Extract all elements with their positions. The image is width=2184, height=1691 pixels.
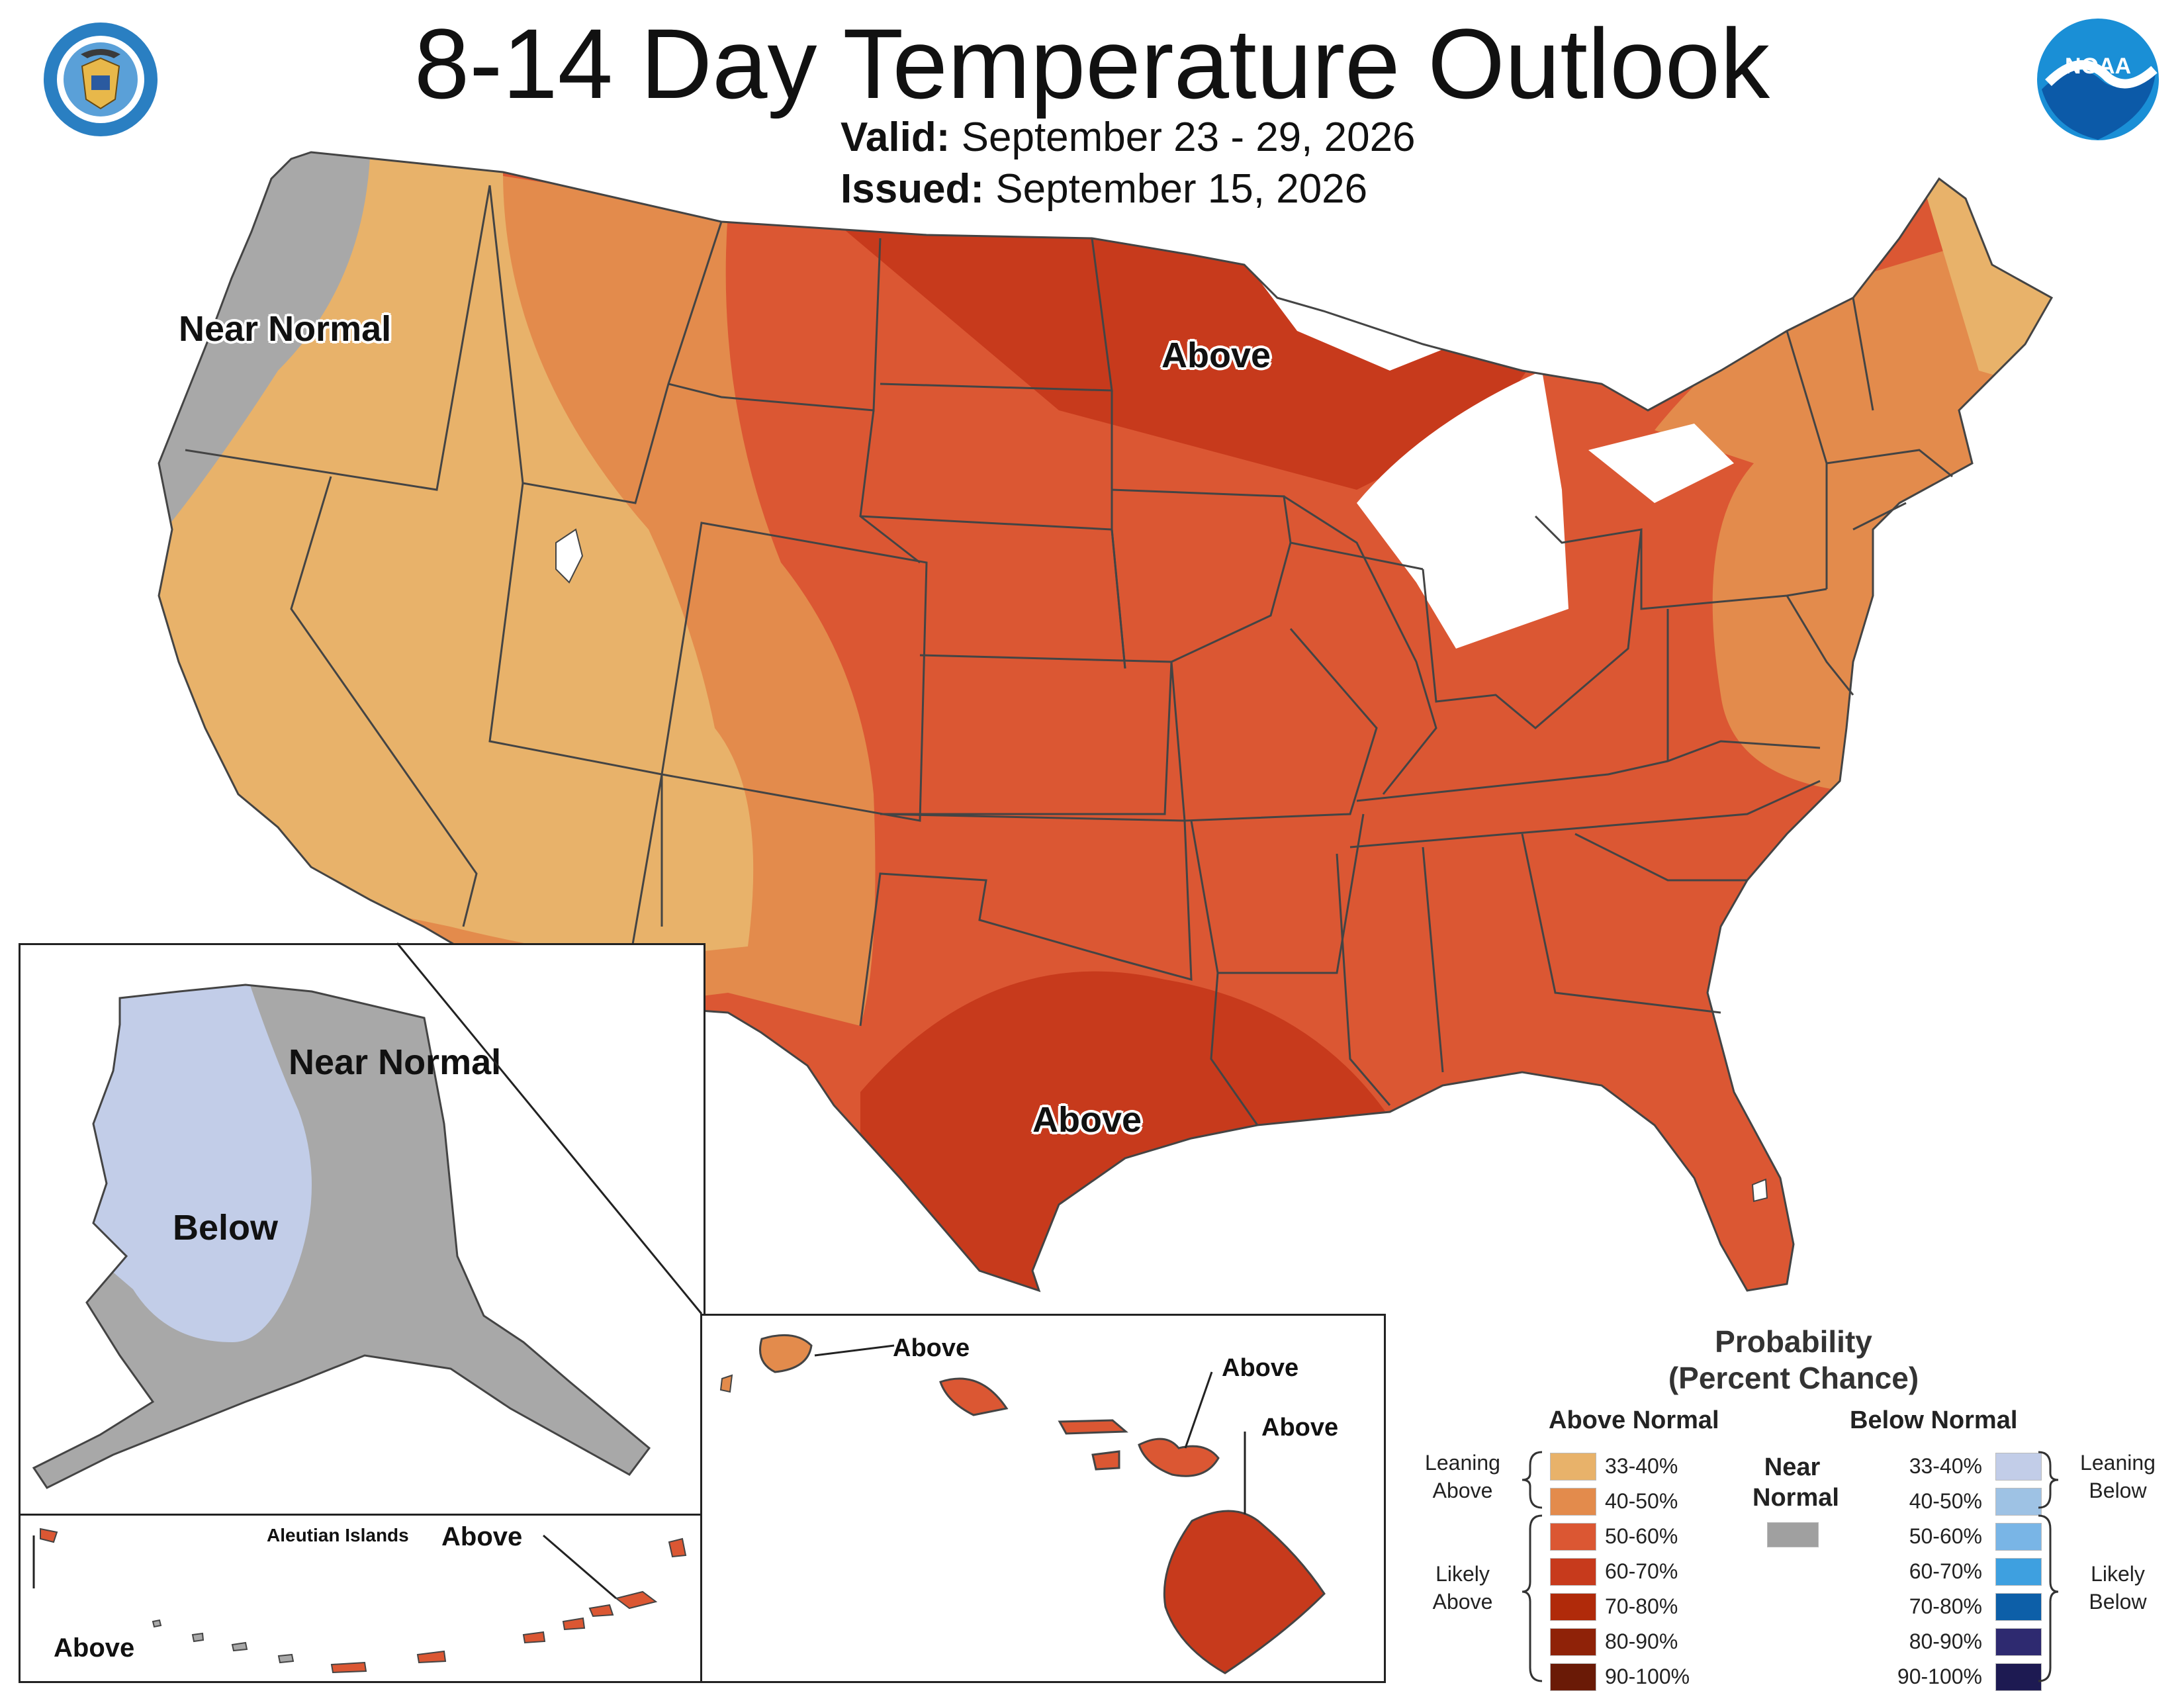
above-swatch-4 xyxy=(1550,1593,1596,1621)
noaa-logo-icon: NOAA xyxy=(2037,19,2159,140)
below-range-label-5: 80-90% xyxy=(1909,1629,1982,1653)
state-boundaries xyxy=(158,151,2054,1293)
legend-likely-below-label: Likely Below xyxy=(2058,1561,2177,1616)
above-range-label-1: 40-50% xyxy=(1605,1489,1678,1513)
legend-leaning-below-line1: Leaning xyxy=(2080,1451,2156,1475)
below-swatch-2 xyxy=(1995,1523,2042,1551)
issued-line: Issued: September 15, 2026 xyxy=(841,165,1367,212)
legend-near-swatch xyxy=(1767,1522,1819,1547)
alaska-map xyxy=(32,983,651,1489)
below-range-label-0: 33-40% xyxy=(1909,1454,1982,1478)
legend-likely-above-line2: Above xyxy=(1432,1589,1493,1614)
oahu-island xyxy=(939,1377,1009,1416)
issued-label: Issued: xyxy=(841,166,985,212)
aleutian-above-right-label: Above xyxy=(441,1522,523,1551)
kauai-island xyxy=(759,1334,813,1373)
lake-erie-ontario xyxy=(1588,424,1734,503)
above-range-label-4: 70-80% xyxy=(1605,1594,1678,1618)
above-swatch-2 xyxy=(1550,1523,1596,1551)
legend-near-line1: Near xyxy=(1764,1453,1821,1481)
above-swatch-5 xyxy=(1550,1628,1596,1656)
below-swatch-3 xyxy=(1995,1558,2042,1586)
below-range-label-1: 40-50% xyxy=(1909,1489,1982,1513)
legend-near-header: Near Normal xyxy=(1752,1453,1839,1513)
below-swatch-4 xyxy=(1995,1593,2042,1621)
alaska-below-region xyxy=(87,985,312,1342)
noaa-logo-text: NOAA xyxy=(2065,54,2131,79)
lanai-island xyxy=(1091,1450,1120,1471)
molokai-island xyxy=(1058,1419,1128,1435)
hawaii-above-label-1: Above xyxy=(893,1334,970,1362)
below-range-label-3: 60-70% xyxy=(1909,1559,1982,1583)
valid-label: Valid: xyxy=(841,114,950,160)
hawaii-above-label-3: Above xyxy=(1261,1414,1339,1441)
issued-value: September 15, 2026 xyxy=(995,166,1368,212)
above-range-label-3: 60-70% xyxy=(1605,1559,1678,1583)
below-range-label-2: 50-60% xyxy=(1909,1524,1982,1548)
above-range-label-5: 80-90% xyxy=(1605,1629,1678,1653)
legend-likely-above-line1: Likely xyxy=(1435,1562,1490,1586)
maui-island xyxy=(1138,1438,1220,1477)
below-range-label-4: 70-80% xyxy=(1909,1594,1982,1618)
maine-33-40-region xyxy=(1919,172,2052,410)
commerce-seal-icon xyxy=(44,23,158,136)
legend-above-header: Above Normal xyxy=(1549,1406,1719,1434)
above-swatch-3 xyxy=(1550,1558,1596,1586)
lake-okeechobee xyxy=(1751,1178,1768,1203)
legend-leaning-above-label: Leaning Above xyxy=(1406,1449,1519,1504)
legend-likely-below-line1: Likely xyxy=(2091,1562,2145,1586)
legend-below-header: Below Normal xyxy=(1850,1406,2018,1434)
legend-title-line1: Probability xyxy=(1715,1324,1872,1359)
above-swatch-6 xyxy=(1550,1663,1596,1691)
conus-near-normal-label: Near Normal xyxy=(179,309,392,349)
legend-likely-above-label: Likely Above xyxy=(1406,1561,1519,1616)
hawaii-inset: Above Above Above xyxy=(700,1314,1386,1683)
below-swatch-1 xyxy=(1995,1488,2042,1516)
legend-leaning-above-line2: Above xyxy=(1432,1478,1493,1502)
above-range-label-0: 33-40% xyxy=(1605,1454,1678,1478)
above-swatch-1 xyxy=(1550,1488,1596,1516)
below-range-label-6: 90-100% xyxy=(1897,1665,1982,1688)
valid-line: Valid: September 23 - 29, 2026 xyxy=(841,114,1416,161)
legend-title: Probability (Percent Chance) xyxy=(1602,1324,1985,1396)
above-range-label-6: 90-100% xyxy=(1605,1665,1690,1688)
aleutian-inset: Aleutian Islands Above Above xyxy=(19,1514,705,1683)
page-title: 8-14 Day Temperature Outlook xyxy=(414,8,1770,119)
big-island xyxy=(1163,1510,1326,1674)
below-swatch-0 xyxy=(1995,1453,2042,1481)
alaska-inset: Near Normal Below xyxy=(19,943,705,1520)
great-salt-lake xyxy=(555,528,584,584)
legend-leaning-below-label: Leaning Below xyxy=(2058,1449,2177,1504)
alaska-below-label: Below xyxy=(173,1208,279,1248)
below-swatch-5 xyxy=(1995,1628,2042,1656)
aleutian-map xyxy=(32,1528,687,1674)
above-swatch-0 xyxy=(1550,1453,1596,1481)
hawaii-above-label-2: Above xyxy=(1222,1354,1299,1382)
legend-title-line2: (Percent Chance) xyxy=(1668,1361,1919,1396)
conus-above-south-label: Above xyxy=(1032,1100,1142,1140)
legend-near-line2: Normal xyxy=(1752,1483,1839,1512)
legend-leaning-below-line2: Below xyxy=(2089,1478,2147,1502)
aleutian-title-label: Aleutian Islands xyxy=(267,1525,409,1545)
aleutian-above-left-label: Above xyxy=(54,1633,135,1663)
above-range-label-2: 50-60% xyxy=(1605,1524,1678,1548)
valid-value: September 23 - 29, 2026 xyxy=(961,114,1416,160)
lake-michigan-huron xyxy=(1357,371,1569,649)
legend-likely-below-line2: Below xyxy=(2089,1589,2147,1614)
hawaii-map xyxy=(719,1334,1326,1674)
legend-leaning-above-line1: Leaning xyxy=(1425,1451,1500,1475)
conus-above-north-label: Above xyxy=(1161,336,1271,375)
